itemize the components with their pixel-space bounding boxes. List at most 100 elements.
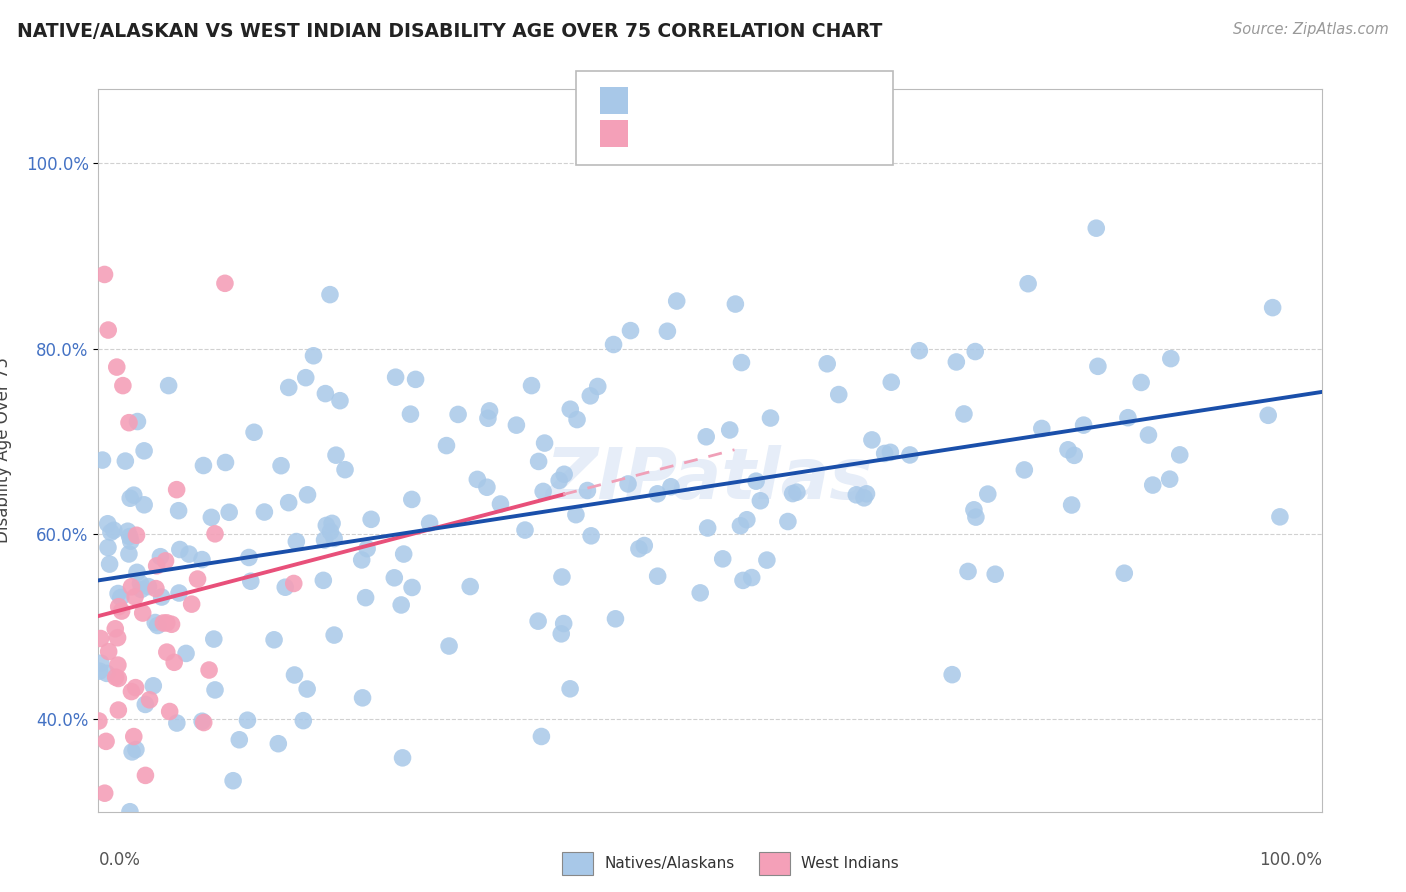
Point xyxy=(120,491,142,506)
Point xyxy=(984,567,1007,582)
Point xyxy=(945,355,967,369)
Point xyxy=(239,574,262,589)
Point xyxy=(150,590,173,604)
Point xyxy=(550,627,572,641)
Point xyxy=(489,497,512,511)
Point xyxy=(730,355,752,369)
Point xyxy=(477,411,499,425)
Point xyxy=(325,448,347,462)
Point xyxy=(191,552,214,566)
Point xyxy=(152,615,174,630)
Point xyxy=(617,477,640,491)
Point xyxy=(475,480,498,494)
Point xyxy=(138,580,160,594)
Point xyxy=(156,615,179,630)
Point xyxy=(117,524,139,539)
Point xyxy=(965,510,987,524)
Point xyxy=(350,553,373,567)
Point xyxy=(1017,277,1039,291)
Point xyxy=(647,487,669,501)
Point xyxy=(605,612,627,626)
Point xyxy=(107,586,129,600)
Point xyxy=(659,480,682,494)
Point xyxy=(104,622,127,636)
Text: 0.0%: 0.0% xyxy=(98,852,141,870)
Point xyxy=(405,372,427,386)
Point xyxy=(513,523,536,537)
Point xyxy=(277,380,299,394)
Point xyxy=(122,730,145,744)
Point xyxy=(356,541,378,556)
Point xyxy=(860,433,883,447)
Point xyxy=(125,528,148,542)
Point xyxy=(855,487,877,501)
Point xyxy=(89,664,111,678)
Point xyxy=(145,582,167,596)
Point xyxy=(263,632,285,647)
Point xyxy=(963,503,986,517)
Point xyxy=(657,324,679,338)
Point xyxy=(527,614,550,628)
Point xyxy=(558,681,581,696)
Point xyxy=(1130,376,1153,390)
Point xyxy=(156,645,179,659)
Point xyxy=(274,580,297,594)
Point xyxy=(142,679,165,693)
Text: R =: R = xyxy=(640,92,676,110)
Point xyxy=(782,486,804,500)
Point xyxy=(314,386,336,401)
Point xyxy=(180,597,202,611)
Point xyxy=(145,558,167,573)
Point xyxy=(745,474,768,488)
Point xyxy=(1087,359,1109,374)
Point xyxy=(1116,410,1139,425)
Point xyxy=(879,445,901,459)
Point xyxy=(90,656,112,670)
Point xyxy=(193,458,215,473)
Point xyxy=(360,512,382,526)
Point xyxy=(198,663,221,677)
Point xyxy=(319,524,342,539)
Point xyxy=(419,516,441,530)
Point xyxy=(815,357,838,371)
Point xyxy=(149,549,172,564)
Point xyxy=(253,505,276,519)
Point xyxy=(107,599,129,614)
Point xyxy=(730,518,752,533)
Point xyxy=(120,534,142,549)
Point xyxy=(125,566,148,580)
Point xyxy=(741,571,763,585)
Point xyxy=(619,324,641,338)
Point xyxy=(157,378,180,392)
Point xyxy=(285,534,308,549)
Point xyxy=(1137,428,1160,442)
Point xyxy=(845,488,868,502)
Point xyxy=(908,343,931,358)
Point xyxy=(329,393,352,408)
Point xyxy=(633,539,655,553)
Point xyxy=(731,574,754,588)
Point xyxy=(159,705,181,719)
Point xyxy=(695,430,717,444)
Point xyxy=(602,337,624,351)
Point xyxy=(391,751,413,765)
Point xyxy=(204,682,226,697)
Point xyxy=(193,715,215,730)
Point xyxy=(87,714,110,728)
Point xyxy=(138,693,160,707)
Point xyxy=(505,418,527,433)
Point xyxy=(107,672,129,686)
Point xyxy=(392,547,415,561)
Point xyxy=(91,453,114,467)
Point xyxy=(957,565,980,579)
Point xyxy=(107,658,129,673)
Point xyxy=(125,742,148,756)
Point xyxy=(977,487,1000,501)
Point xyxy=(579,389,602,403)
Point xyxy=(853,491,876,505)
Point xyxy=(352,690,374,705)
Point xyxy=(292,714,315,728)
Point xyxy=(187,572,209,586)
Point xyxy=(665,294,688,309)
Point xyxy=(169,542,191,557)
